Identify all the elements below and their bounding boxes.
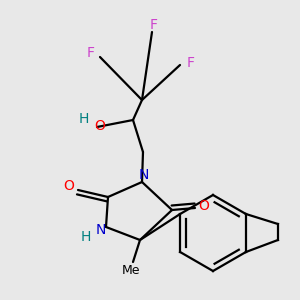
Text: H: H (79, 112, 89, 126)
Text: F: F (150, 18, 158, 32)
Text: F: F (187, 56, 195, 70)
Text: Me: Me (122, 263, 140, 277)
Text: H: H (81, 230, 91, 244)
Text: F: F (87, 46, 95, 60)
Text: N: N (139, 168, 149, 182)
Text: O: O (64, 179, 74, 193)
Text: N: N (96, 223, 106, 237)
Text: O: O (199, 199, 209, 213)
Text: O: O (94, 119, 105, 133)
